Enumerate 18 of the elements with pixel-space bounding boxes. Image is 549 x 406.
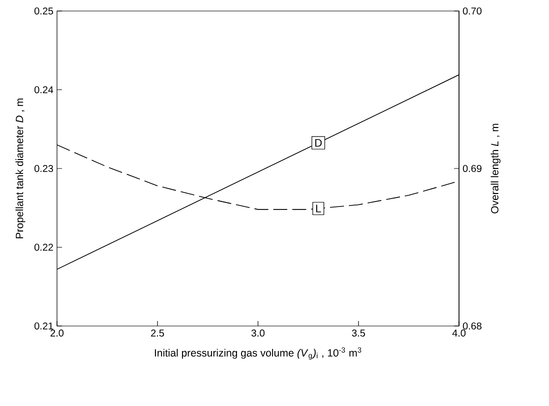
text: Initial pressurizing gas volume (V$_{g}$)$_{i}$ , 10$^{-3}$ m$^{3}$ xyxy=(154,347,362,360)
x-tick-label: 2.0 xyxy=(50,330,64,337)
x-tick-label: 3.0 xyxy=(251,330,265,337)
series-label: L xyxy=(316,204,321,212)
y-tick-label: 0.21 xyxy=(34,322,53,330)
y-tick-label: 0.23 xyxy=(34,164,54,172)
y-tick-label: 0.25 xyxy=(34,7,54,15)
y-axis-title: Propellant tank diameter D , m xyxy=(16,98,26,238)
x-tick-label: 4.0 xyxy=(452,330,466,337)
x-tick-label: 2.5 xyxy=(151,330,164,337)
y2-axis-title: Overall length L , m xyxy=(490,124,501,214)
x-tick-label: 3.5 xyxy=(352,330,366,337)
y2-tick-label: 0.70 xyxy=(462,7,482,15)
series-label: D xyxy=(315,139,322,147)
y-tick-label: 0.24 xyxy=(34,86,54,94)
y-tick-label: 0.22 xyxy=(34,244,53,251)
y2-tick-label: 0.68 xyxy=(462,322,482,330)
y2-tick-label: 0.69 xyxy=(462,164,482,172)
